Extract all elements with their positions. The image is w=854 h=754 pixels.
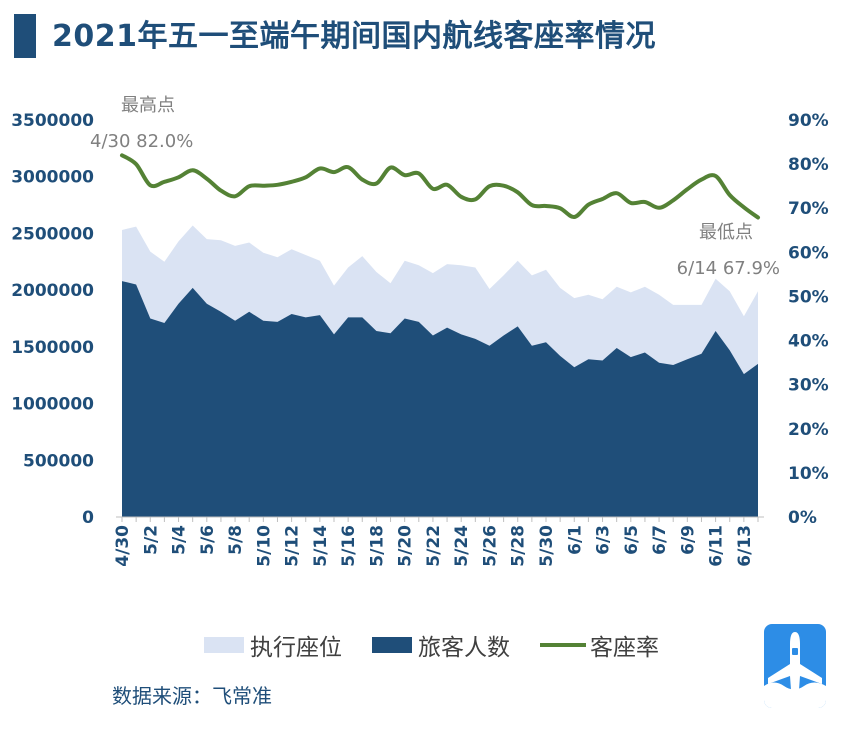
x-tick-label: 5/14 [311, 525, 331, 567]
x-tick-label: 6/9 [678, 525, 698, 555]
data-source: 数据来源：飞常准 [112, 684, 272, 708]
x-tick-label: 4/30 [113, 525, 133, 567]
x-tick-label: 6/3 [594, 525, 614, 555]
y-right-tick-label: 40% [788, 332, 829, 352]
y-right-tick-label: 0% [788, 508, 817, 528]
x-tick-label: 5/26 [480, 525, 500, 567]
legend-swatch-passengers [372, 637, 412, 653]
y-right-tick-label: 90% [788, 111, 829, 131]
annotation-max-value: 4/30 82.0% [90, 131, 193, 152]
x-tick-label: 5/22 [424, 525, 444, 567]
plot-line [120, 153, 760, 220]
x-tick-label: 5/12 [283, 525, 303, 567]
x-tick-label: 5/18 [367, 525, 387, 567]
y-right-tick-label: 70% [788, 199, 829, 219]
annotation-max-label: 最高点 [121, 95, 175, 116]
x-tick-label: 5/8 [226, 525, 246, 555]
annotation-min-value: 6/14 67.9% [677, 258, 780, 279]
y-left-tick-label: 500000 [23, 451, 94, 471]
x-tick-label: 5/30 [537, 525, 557, 567]
x-tick-label: 6/1 [565, 525, 585, 555]
x-tick-label: 5/20 [396, 525, 416, 567]
x-tick-label: 5/10 [254, 525, 274, 567]
legend-swatch-seats [204, 637, 244, 653]
y-left-tick-label: 0 [82, 508, 94, 528]
x-tick-label: 6/7 [650, 525, 670, 555]
legend-label-load-factor: 客座率 [590, 635, 659, 661]
title-accent-bar [14, 14, 36, 58]
y-left-tick-label: 3500000 [11, 111, 94, 131]
x-tick-label: 5/28 [509, 525, 529, 567]
y-right-tick-label: 10% [788, 464, 829, 484]
x-tick-label: 5/4 [170, 525, 190, 555]
x-tick-label: 5/16 [339, 525, 359, 567]
y-left-tick-label: 2500000 [11, 224, 94, 244]
x-tick-label: 5/6 [198, 525, 218, 555]
x-tick-label: 6/5 [622, 525, 642, 555]
area-series-passengers [122, 281, 758, 517]
x-tick-label: 5/24 [452, 525, 472, 567]
legend: 执行座位 旅客人数 客座率 [204, 628, 689, 662]
y-left-tick-label: 1000000 [11, 395, 94, 415]
y-right-tick-label: 20% [788, 420, 829, 440]
y-right-tick-label: 30% [788, 376, 829, 396]
legend-label-seats: 执行座位 [250, 635, 342, 661]
legend-item-seats: 执行座位 [204, 628, 342, 662]
y-right-tick-label: 50% [788, 287, 829, 307]
chart-title: 2021年五一至端午期间国内航线客座率情况 [52, 19, 656, 54]
y-left-tick-label: 3000000 [11, 168, 94, 188]
y-left-tick-label: 2000000 [11, 281, 94, 301]
x-tick-label: 6/11 [707, 525, 727, 567]
annotation-min-label: 最低点 [699, 222, 753, 243]
chart-canvas: 4/30 5/2 5/4 5/6 5/8 5/10 5/12 5/14 5/16 5/18 5/20… [11, 95, 829, 567]
plot-areas [122, 225, 758, 517]
y-right-tick-label: 60% [788, 243, 829, 263]
legend-item-load-factor: 客座率 [540, 628, 659, 662]
legend-swatch-load-factor [540, 643, 586, 647]
y-right-tick-label: 80% [788, 155, 829, 175]
axes: 4/30 5/2 5/4 5/6 5/8 5/10 5/12 5/14 5/16 5/18 5/20… [11, 111, 829, 567]
airplane-logo-icon [764, 624, 826, 708]
legend-item-passengers: 旅客人数 [372, 628, 510, 662]
y-left-tick-label: 1500000 [11, 338, 94, 358]
annotations: 最高点 4/30 82.0% 最低点 6/14 67.9% [90, 95, 780, 279]
x-tick-label: 6/13 [735, 525, 755, 567]
legend-label-passengers: 旅客人数 [418, 635, 510, 661]
x-tick-label: 5/2 [141, 525, 161, 555]
line-series-load-factor [120, 153, 760, 220]
